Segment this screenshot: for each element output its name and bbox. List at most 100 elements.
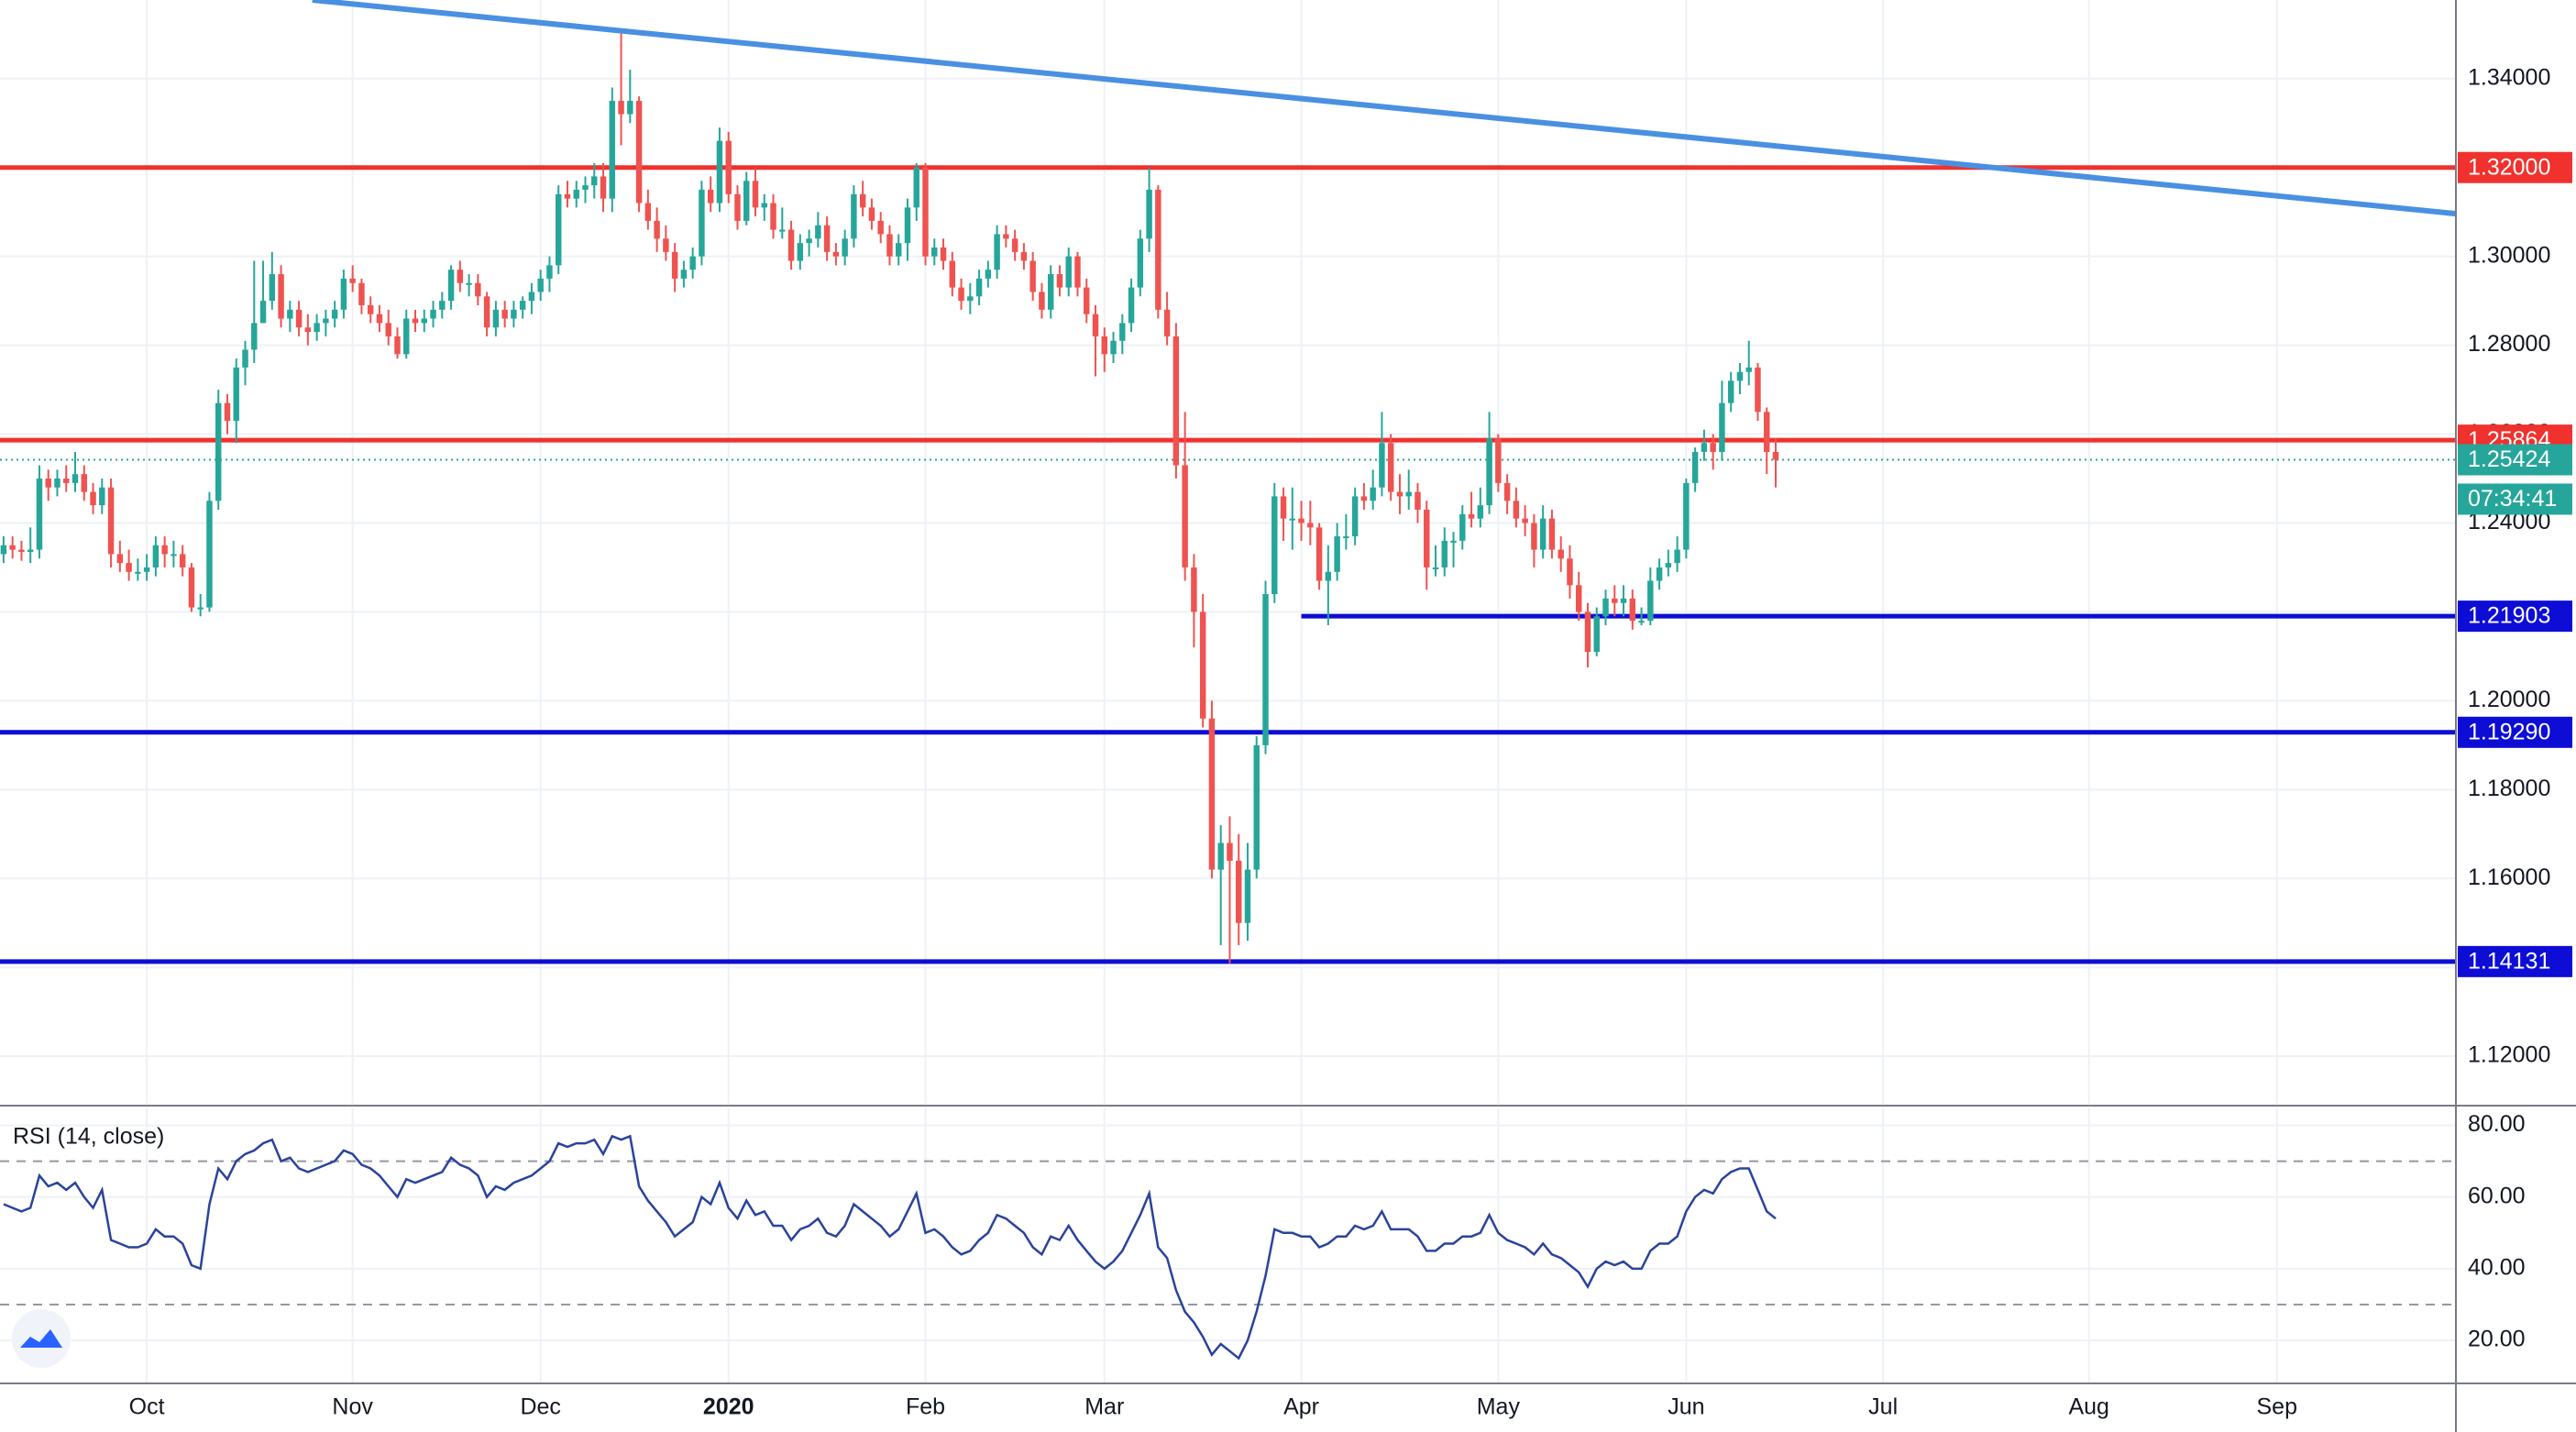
candle-body (949, 260, 956, 288)
candle-body (1011, 238, 1018, 252)
candle-body (287, 309, 293, 319)
x-tick-label: Dec (520, 1394, 560, 1420)
candle-body (680, 270, 688, 279)
candle-body (1522, 518, 1528, 523)
candle-body (1459, 513, 1466, 541)
candle-body (654, 220, 660, 239)
x-tick-label: Aug (2068, 1394, 2108, 1420)
candle-body (985, 270, 992, 279)
candle-body (1405, 491, 1412, 497)
candle-body (1755, 367, 1761, 413)
last-price-box (2458, 444, 2572, 476)
candle-body (806, 238, 812, 244)
candle-body (743, 181, 750, 221)
candle-body (1602, 598, 1609, 617)
candle-body (1343, 536, 1349, 539)
candle-body (940, 247, 947, 261)
candle-body (1119, 323, 1126, 341)
logo-circle (12, 1309, 71, 1368)
candle-body (349, 278, 356, 283)
candle-body (90, 491, 96, 506)
rsi-tick-label: 40.00 (2468, 1255, 2526, 1281)
candle-body (1003, 234, 1009, 239)
candle-body (734, 193, 741, 221)
candle-body (761, 203, 767, 208)
candle-body (913, 167, 919, 208)
candle-body (1334, 536, 1340, 572)
candle-body (1029, 260, 1036, 292)
candle-body (1620, 598, 1627, 603)
candle-body (1612, 598, 1618, 603)
candle-body (797, 243, 804, 261)
candle-body (45, 479, 51, 488)
candle-body (197, 607, 204, 610)
level-label: 1.21903 (2468, 603, 2550, 629)
candle-body (1691, 451, 1699, 483)
x-tick-label: May (1477, 1394, 1521, 1420)
candle-body (663, 238, 669, 252)
candle-body (877, 220, 884, 235)
candle-body (1539, 518, 1547, 550)
candle-body (1441, 540, 1448, 567)
candle-body (492, 309, 500, 328)
candle-body (1548, 518, 1556, 550)
last-price-label: 1.25424 (2468, 446, 2550, 472)
candle-body (511, 309, 517, 319)
candle-body (269, 274, 276, 302)
candle-body (537, 278, 544, 292)
candle-body (1432, 567, 1439, 569)
candle-body (457, 270, 464, 283)
grid (0, 0, 2456, 1383)
candle-body (466, 282, 472, 285)
candle-body (671, 251, 678, 279)
candle-body (304, 327, 312, 333)
candle-body (1084, 287, 1090, 314)
x-tick-label: Oct (129, 1394, 165, 1420)
candle-body (135, 571, 141, 574)
candle-body (206, 501, 213, 608)
candle-body (564, 193, 571, 199)
level-box (2458, 716, 2572, 748)
candle-body (1298, 518, 1305, 523)
candle-body (215, 402, 222, 501)
candle-body (635, 101, 643, 204)
logo-mark (20, 1329, 62, 1348)
y-tick-label: 1.30000 (2468, 242, 2550, 268)
candle-body (1047, 274, 1054, 310)
trendline (312, 0, 2457, 217)
candle-body (242, 349, 248, 368)
candle-body (627, 101, 633, 115)
candle-body (1253, 744, 1260, 870)
candle-body (519, 301, 526, 310)
y-tick-label: 1.20000 (2468, 687, 2550, 712)
candle-body (895, 243, 902, 257)
level-box (2458, 945, 2572, 977)
candle-body (1020, 251, 1028, 261)
x-tick-label: Nov (332, 1394, 373, 1420)
candle-body (546, 265, 553, 279)
candle-body (958, 287, 964, 302)
candle-body (0, 545, 7, 555)
candle-body (851, 193, 857, 239)
candle-body (1351, 496, 1359, 537)
candle-body (18, 549, 25, 552)
y-tick-label: 1.12000 (2468, 1042, 2550, 1068)
candle-body (224, 402, 231, 422)
candle-body (699, 189, 705, 257)
rsi-tick-label: 60.00 (2468, 1183, 2526, 1208)
candle-body (1396, 491, 1404, 497)
candle-body (314, 323, 320, 333)
candle-body (278, 274, 284, 319)
candle-body (501, 309, 508, 319)
candle-body (1360, 496, 1368, 501)
plot (0, 0, 2457, 1360)
candle-body (439, 301, 446, 310)
level-box (2458, 600, 2572, 633)
candle-body (1172, 336, 1180, 466)
candle-body (1217, 843, 1224, 870)
candle-body (376, 314, 383, 324)
candle-body (1558, 549, 1564, 559)
candle-body (1092, 314, 1099, 336)
candle-body (1727, 380, 1734, 403)
